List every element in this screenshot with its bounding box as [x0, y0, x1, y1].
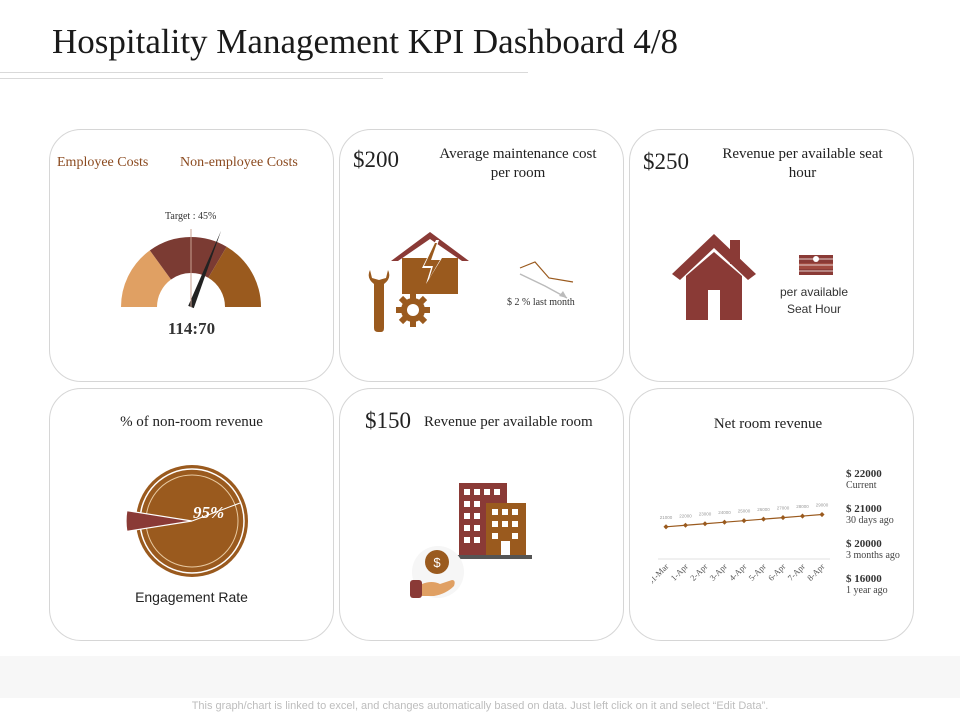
- room-revenue-label: Revenue per available room: [424, 414, 593, 430]
- net-revenue-data-label: 25000: [738, 509, 751, 514]
- net-revenue-tick-label: 4-Apr: [727, 561, 749, 583]
- employee-costs-card: Employee Costs Non-employee Costs Target…: [49, 129, 334, 382]
- gauge-segment-non-employee: [208, 246, 261, 307]
- gauge-target-label: Target : 45%: [165, 211, 217, 222]
- hotel-building-icon: [456, 483, 532, 559]
- net-revenue-data-label: 26000: [757, 507, 770, 512]
- non-room-revenue-percent: 95%: [193, 503, 225, 522]
- net-revenue-point: [741, 518, 747, 524]
- legend-employee-costs: Employee Costs: [57, 155, 149, 170]
- maintenance-cost-card: $200 Average maintenance cost per room $ …: [339, 129, 624, 382]
- seat-hour-revenue-value: $250: [643, 149, 689, 174]
- net-revenue-point: [682, 522, 689, 528]
- gauge-segment-employee: [121, 250, 172, 307]
- gauge-segment-non-employee-a: [191, 237, 227, 278]
- non-room-revenue-pie: [125, 465, 248, 577]
- maintenance-cost-change: $ 2 % last month: [507, 297, 575, 308]
- net-revenue-tick-label: 7-Apr: [785, 561, 807, 583]
- net-revenue-data-label: 28000: [796, 504, 809, 509]
- net-room-revenue-card: Net room revenue 21000 31-Mar 22000 1-Apr 23…: [629, 388, 914, 641]
- net-revenue-data-label: 21000: [660, 515, 673, 520]
- net-revenue-tick-label: 3-Apr: [707, 561, 729, 583]
- wrench-icon: [368, 270, 390, 332]
- employee-costs-gauge: [121, 229, 261, 309]
- revenue-item: $ 20000 3 months ago: [846, 538, 900, 561]
- net-revenue-point: [780, 515, 786, 521]
- title-divider: [0, 72, 528, 73]
- coin-hand-icon: $: [410, 546, 464, 598]
- net-revenue-tick-label: 1-Apr: [668, 561, 690, 583]
- revenue-item: $ 22000 Current: [846, 468, 882, 491]
- non-room-revenue-label: % of non-room revenue: [120, 414, 263, 430]
- maintenance-icons: [368, 232, 469, 332]
- house-lightning-icon: [391, 232, 469, 294]
- net-revenue-tick-label: 6-Apr: [766, 561, 788, 583]
- net-revenue-point: [819, 511, 825, 518]
- footer-band: [0, 656, 960, 698]
- cost-ratio: 114:70: [167, 319, 216, 338]
- net-revenue-point: [721, 519, 728, 525]
- net-revenue-data-label: 27000: [777, 506, 790, 511]
- net-room-revenue-label: Net room revenue: [713, 416, 823, 432]
- gauge-segment-employee-mid: [149, 237, 191, 280]
- net-revenue-point: [760, 516, 767, 522]
- net-revenue-data-label: 29000: [816, 503, 829, 508]
- revenue-breakdown-list: $ 22000 Current $ 21000 30 days ago $ 20…: [846, 468, 900, 608]
- net-revenue-point: [702, 521, 708, 527]
- net-revenue-point: [663, 524, 669, 530]
- footer-note: This graph/chart is linked to excel, and…: [191, 700, 769, 712]
- net-revenue-tick-label: 2-Apr: [688, 561, 710, 583]
- net-revenue-point: [799, 513, 806, 519]
- net-revenue-data-label: 24000: [718, 510, 731, 515]
- gear-icon: [396, 293, 430, 327]
- room-revenue-value: $150: [365, 408, 411, 433]
- money-stack-icon: [799, 255, 833, 275]
- maintenance-cost-value: $200: [353, 147, 399, 172]
- net-revenue-tick-label: 31-Mar: [652, 561, 671, 586]
- pie-pointer-line: [191, 502, 241, 522]
- revenue-item: $ 16000 1 year ago: [846, 573, 888, 596]
- seat-hour-sublabel: per available Seat Hour: [779, 285, 849, 316]
- title-divider-short: [0, 78, 383, 79]
- seat-hour-revenue-label: Revenue per available seat hour: [722, 146, 883, 181]
- trend-down-icon: [519, 261, 574, 299]
- revenue-item: $ 21000 30 days ago: [846, 503, 894, 526]
- room-revenue-card: $150 Revenue per available room $: [339, 388, 624, 641]
- net-revenue-data-label: 22000: [679, 513, 692, 518]
- net-revenue-tick-label: 8-Apr: [805, 561, 827, 583]
- net-revenue-data-label: 23000: [699, 512, 712, 517]
- gauge-needle: [188, 230, 222, 309]
- seat-hour-revenue-card: $250 Revenue per available seat hour per …: [629, 129, 914, 382]
- non-room-revenue-card: % of non-room revenue 95% Engagement Rat…: [49, 388, 334, 641]
- legend-non-employee-costs: Non-employee Costs: [180, 155, 298, 170]
- net-room-revenue-chart: 21000 31-Mar 22000 1-Apr 23000 2-Apr 24000 3-Ap…: [652, 503, 830, 586]
- svg-text:$: $: [433, 555, 441, 570]
- pie-slice-room: [125, 509, 193, 533]
- maintenance-cost-label: Average maintenance cost per room: [439, 146, 597, 181]
- page-title: Hospitality Management KPI Dashboard 4/8: [52, 22, 679, 61]
- net-revenue-tick-label: 5-Apr: [746, 561, 768, 583]
- house-icon: [672, 234, 756, 320]
- engagement-rate-caption: Engagement Rate: [135, 589, 248, 605]
